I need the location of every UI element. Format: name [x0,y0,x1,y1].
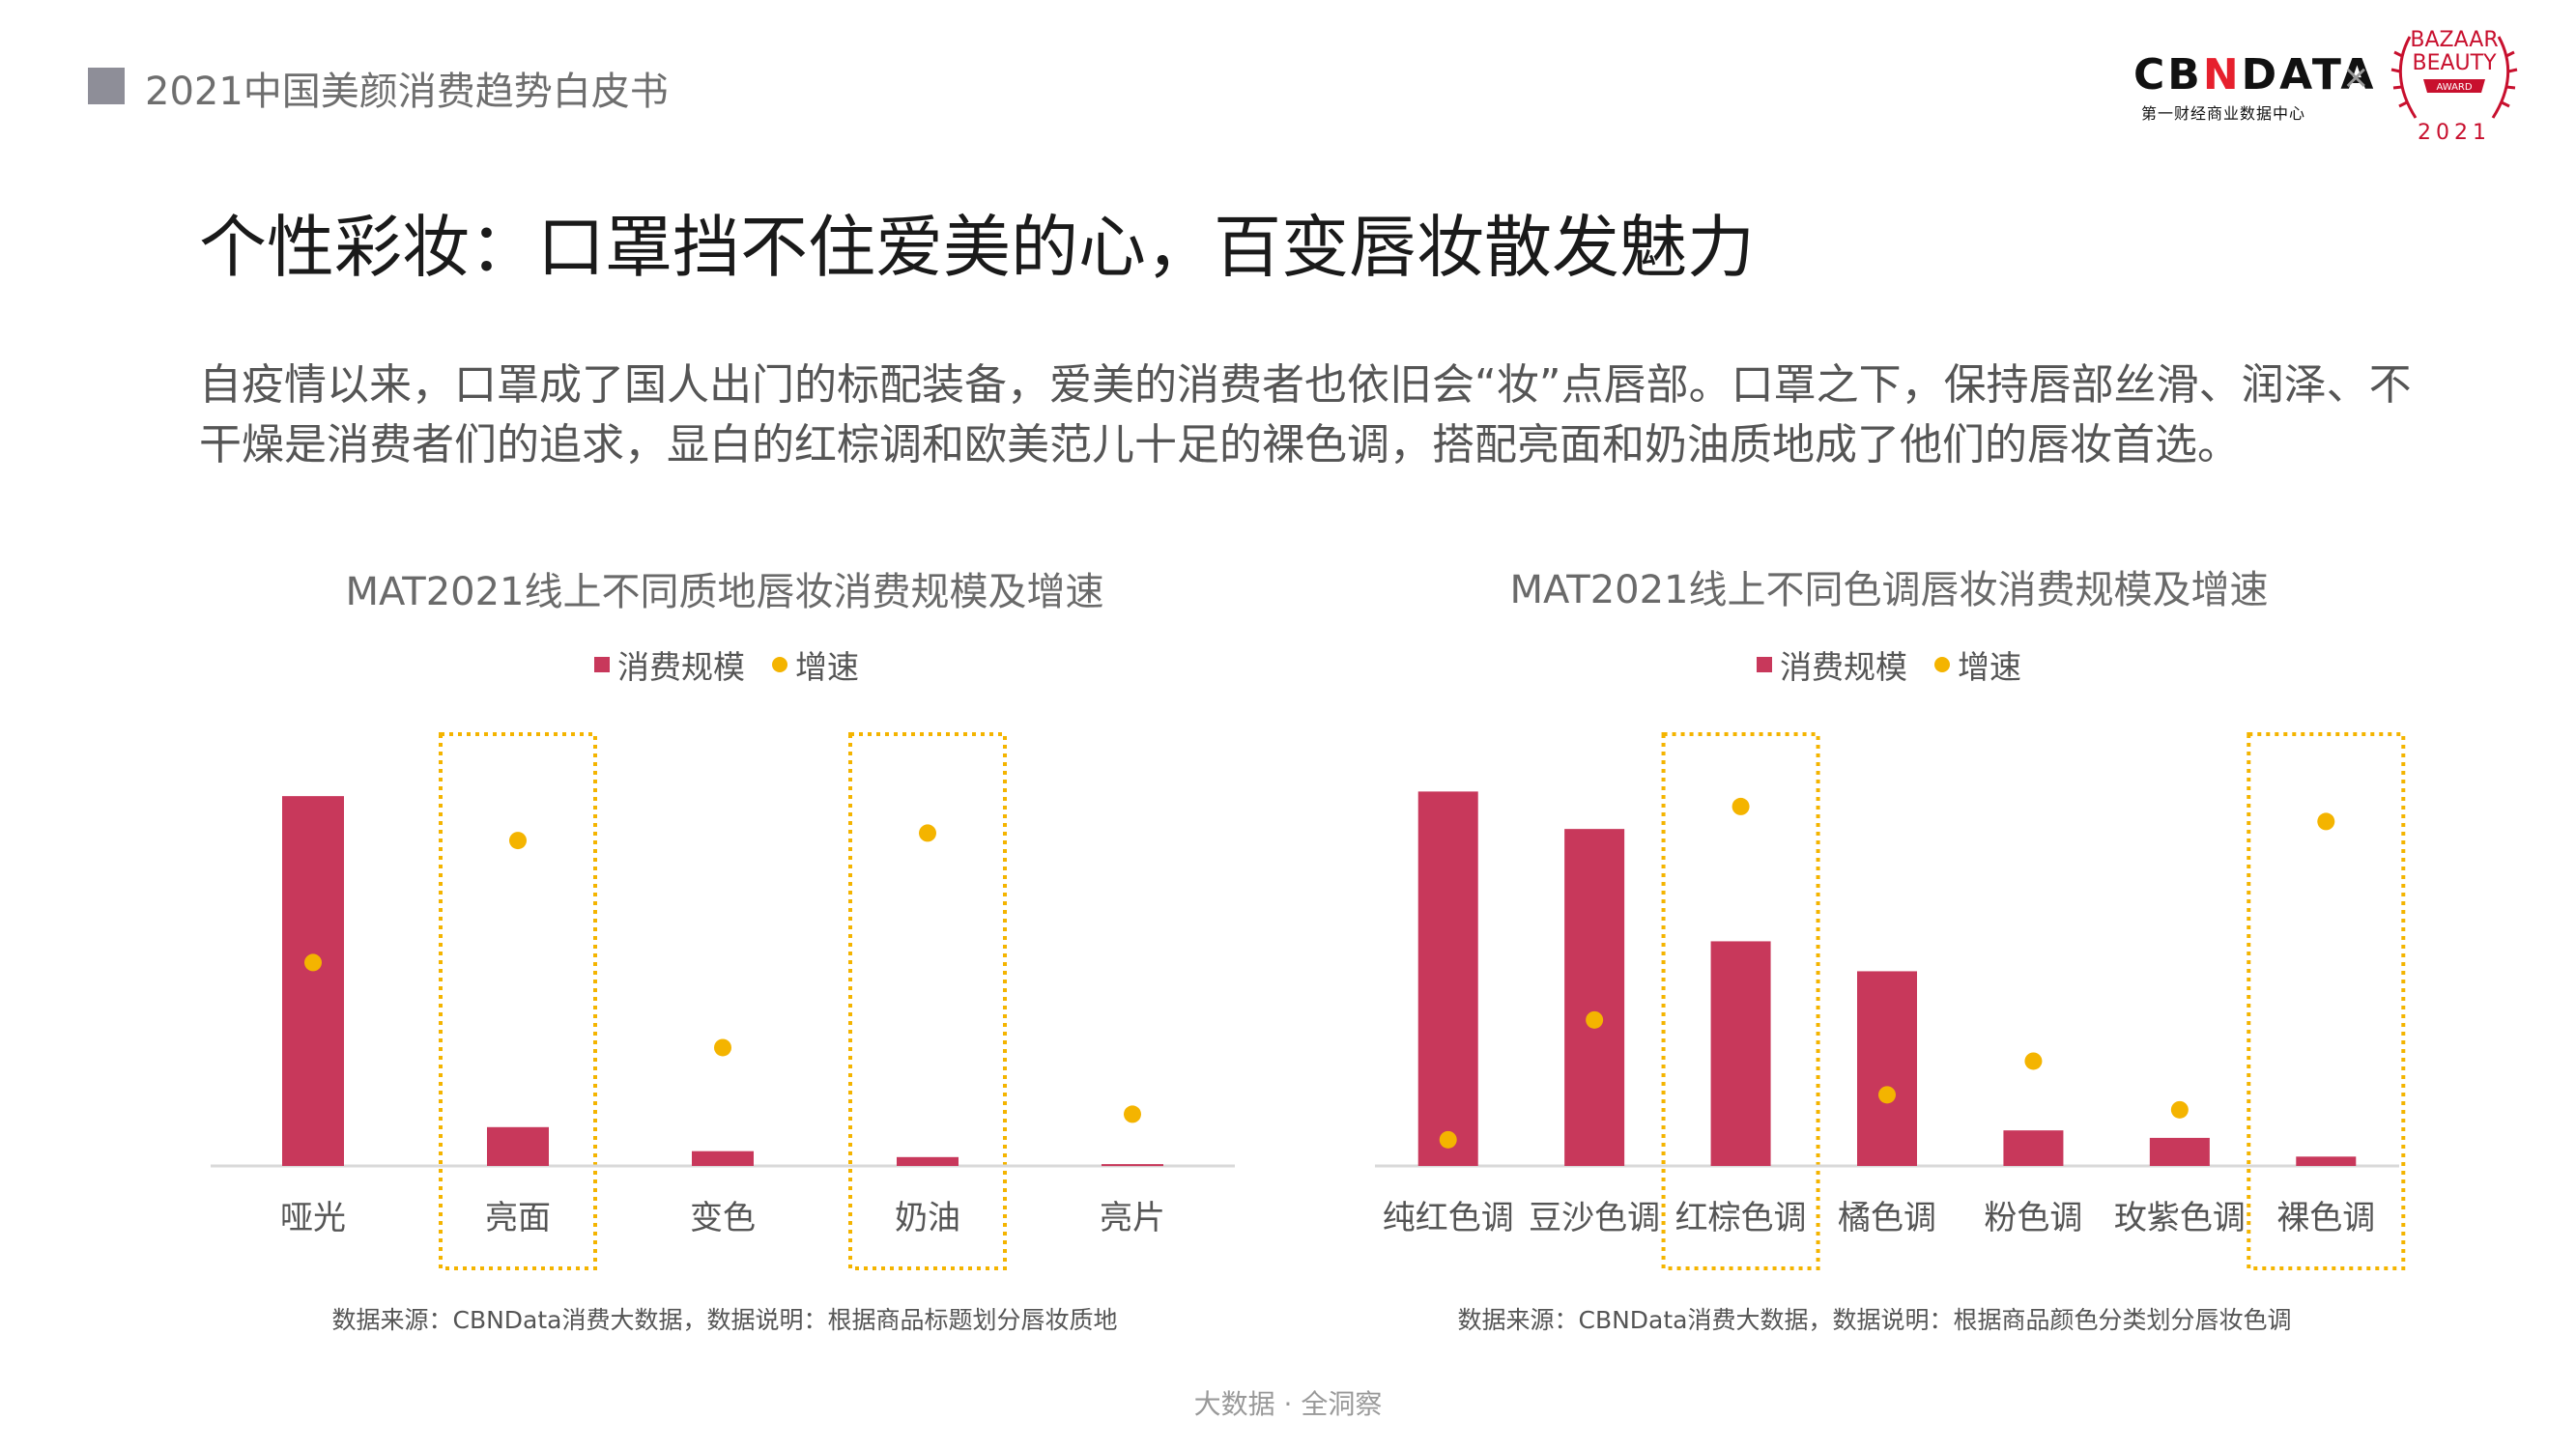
legend-item-scale: 消费规模 [1757,641,1907,688]
legend-item-scale: 消费规模 [594,641,745,688]
chart1-x-tick-label: 亮面 [485,1199,551,1237]
intro-paragraph: 自疫情以来，口罩成了国人出门的标配装备，爱美的消费者也依旧会“妆”点唇部。口罩之… [199,360,2412,469]
chart2-x-tick-label: 裸色调 [2276,1199,2375,1237]
chart2-bar [1710,941,1771,1166]
chart1-x-tick-label: 哑光 [280,1199,346,1237]
chart2-x-tick-label: 橘色调 [1838,1199,1936,1237]
chart2-x-tick-label: 红棕色调 [1675,1199,1807,1237]
chart2-x-tick-label: 粉色调 [1984,1199,2082,1237]
legend-label-scale: 消费规模 [617,648,745,686]
chart2-growth-dot [1439,1130,1457,1149]
chart2-title: MAT2021线上不同色调唇妆消费规模及增速 [1509,568,2269,612]
chart2-source: 数据来源：CBNData消费大数据，数据说明：根据商品颜色分类划分唇妆色调 [1457,1306,2292,1334]
report-title: 2021中国美颜消费趋势白皮书 [145,70,669,114]
chart2-highlight-box [1661,732,1820,1270]
chart2-legend: 消费规模 增速 [1757,641,2021,688]
svg-text:BEAUTY: BEAUTY [2412,51,2497,75]
bazaar-beauty-award-badge-icon: BAZAAR BEAUTY AWARD 2021 [2390,28,2518,145]
chart1-x-tick-label: 变色 [690,1199,756,1237]
legend-bar-swatch-icon [594,657,610,672]
chart1-bar [282,796,344,1166]
chart2-x-tick-label: 玫紫色调 [2114,1199,2246,1237]
chart1-growth-dot [304,953,322,972]
legend-item-growth: 增速 [1934,641,2021,688]
chart2-growth-dot [1878,1086,1896,1104]
chart2-growth-dot [2170,1100,2189,1119]
chart1-x-tick-label: 奶油 [895,1199,960,1237]
times-symbol: × [2342,58,2370,97]
chart2-bar [2003,1130,2064,1166]
chart1-bar [487,1126,549,1166]
chart1-growth-dot [1124,1105,1141,1123]
chart1-highlight-box [439,732,597,1270]
chart2-growth-dot [1586,1010,1604,1029]
chart2-bar [1857,971,1917,1166]
chart2-growth-dot [1732,797,1750,815]
chart1-x-tick-label: 亮片 [1100,1199,1165,1237]
legend-label-growth: 增速 [795,648,859,686]
svg-text:2021: 2021 [2418,121,2491,145]
chart1-legend: 消费规模 增速 [594,641,859,688]
chart2-x-tick-label: 纯红色调 [1383,1199,1514,1237]
chart2-x-tick-label: 豆沙色调 [1529,1199,1660,1237]
legend-bar-swatch-icon [1757,657,1772,672]
chart2-bar [1564,829,1625,1166]
chart1-growth-dot [509,832,527,850]
chart1-title: MAT2021线上不同质地唇妆消费规模及增速 [345,570,1104,614]
chart2-growth-dot [2024,1052,2043,1070]
cbndata-subtitle: 第一财经商业数据中心 [2141,104,2306,123]
chart2-bar [1417,791,1478,1166]
legend-label-growth: 增速 [1958,648,2021,686]
chart1-bar [897,1156,959,1166]
svg-text:BAZAAR: BAZAAR [2410,28,2498,52]
chart1-highlight-box [848,732,1007,1270]
chart2-growth-dot [2317,812,2335,831]
cbndata-logo: CBNDATA [2133,50,2377,99]
chart2-bar [2149,1137,2210,1166]
chart1-bar [692,1151,754,1166]
legend-dot-swatch-icon [1934,657,1950,672]
chart1-bar [1102,1164,1163,1167]
header-square-icon [88,68,125,104]
chart2-bar [2296,1156,2357,1166]
legend-label-scale: 消费规模 [1780,648,1907,686]
legend-dot-swatch-icon [772,657,787,672]
legend-item-growth: 增速 [772,641,859,688]
svg-text:AWARD: AWARD [2436,82,2472,93]
chart1-source: 数据来源：CBNData消费大数据，数据说明：根据商品标题划分唇妆质地 [331,1306,1118,1334]
chart1-growth-dot [919,824,936,842]
chart1-growth-dot [714,1038,731,1057]
footer-tagline: 大数据 · 全洞察 [1193,1388,1383,1420]
page-title: 个性彩妆：口罩挡不住爱美的心，百变唇妆散发魅力 [199,208,1755,287]
chart2-highlight-box [2247,732,2406,1270]
